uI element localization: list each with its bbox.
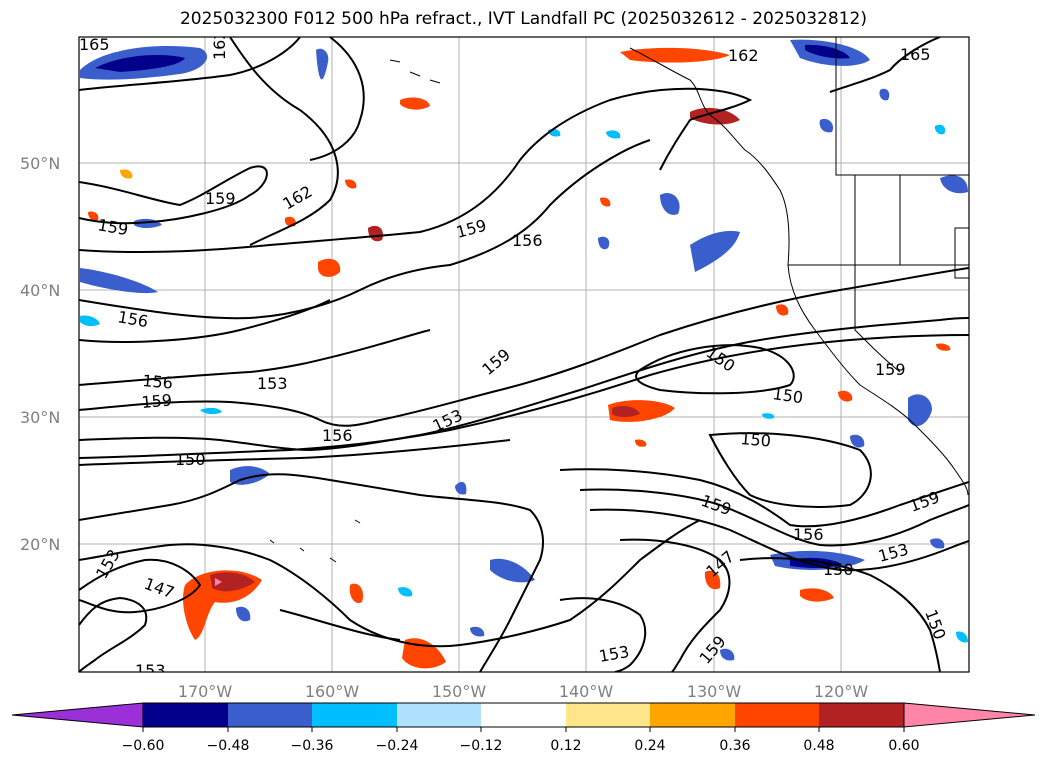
colorbar-segment: [312, 703, 397, 727]
colorbar-segment: [735, 703, 819, 727]
contour-label: 156: [793, 525, 824, 544]
colorbar-segment: [228, 703, 312, 727]
coastlines: [269, 37, 969, 563]
contour-label: 153: [135, 661, 166, 680]
colorbar-segment: [397, 703, 481, 727]
lat-tick-label: 50°N: [20, 154, 60, 173]
contour-label: 159: [875, 360, 906, 379]
colorbar-tick-label: 0.36: [719, 738, 750, 754]
lon-tick-label: 170°W: [178, 682, 233, 701]
contour-label: 165: [900, 45, 931, 64]
contour-label: 162: [728, 46, 759, 65]
map-frame: [78, 36, 970, 673]
contour-label: 165: [79, 35, 110, 54]
lon-tick-label: 160°W: [305, 682, 360, 701]
contour-label: 150: [740, 429, 772, 451]
shaded-patches: [80, 39, 968, 669]
map-panel: 165 162 162 165 159 162 159 159 156 156 …: [79, 29, 969, 680]
colorbar-tick-label: 0.12: [550, 738, 581, 754]
lon-tick-label: 120°W: [814, 682, 869, 701]
colorbar-segment: [819, 703, 904, 727]
colorbar-low-extension: [11, 702, 144, 728]
colorbar-segment: [566, 703, 650, 727]
colorbar-tick-label: −0.48: [207, 738, 250, 754]
colorbar-segment: [143, 703, 228, 727]
contour-label: 162: [210, 29, 229, 60]
map-title: 2025032300 F012 500 hPa refract., IVT La…: [179, 9, 867, 29]
contour-label: 150: [175, 450, 206, 469]
contour-label: 153: [257, 374, 288, 393]
colorbar-tick-label: −0.60: [122, 738, 165, 754]
lat-tick-label: 30°N: [20, 408, 60, 427]
contour-label: 156: [512, 231, 543, 250]
contour-labels: 165 162 162 165 159 162 159 159 156 156 …: [79, 29, 950, 680]
contour-label: 159: [205, 189, 236, 208]
contour-label: 156: [322, 426, 353, 445]
colorbar-tick-label: −0.24: [376, 738, 419, 754]
lon-tick-label: 140°W: [559, 682, 614, 701]
colorbar-outline: [142, 702, 905, 728]
colorbar: −0.60 −0.48 −0.36 −0.24 −0.12 0.12 0.24 …: [11, 702, 1036, 754]
colorbar-segment: [650, 703, 735, 727]
contour-label: 150: [823, 560, 854, 579]
lon-tick-label: 150°W: [432, 682, 487, 701]
colorbar-tick-label: −0.12: [460, 738, 503, 754]
contour-lines: [79, 37, 969, 672]
contour-label: 159: [141, 390, 173, 412]
colorbar-tick-label: 0.24: [634, 738, 665, 754]
colorbar-tick-label: 0.48: [803, 738, 834, 754]
colorbar-tick-label: −0.36: [291, 738, 334, 754]
colorbar-tick-label: 0.60: [888, 738, 919, 754]
lat-tick-label: 20°N: [20, 535, 60, 554]
latitude-labels: 50°N 40°N 30°N 20°N: [20, 154, 60, 554]
longitude-labels: 170°W 160°W 150°W 140°W 130°W 120°W: [178, 682, 869, 701]
lat-tick-label: 40°N: [20, 281, 60, 300]
graticule: [79, 37, 969, 672]
colorbar-segment: [481, 703, 566, 727]
colorbar-high-extension: [903, 702, 1036, 728]
contour-label: 156: [142, 371, 174, 393]
contour-label: 150: [771, 384, 804, 407]
lon-tick-label: 130°W: [687, 682, 742, 701]
